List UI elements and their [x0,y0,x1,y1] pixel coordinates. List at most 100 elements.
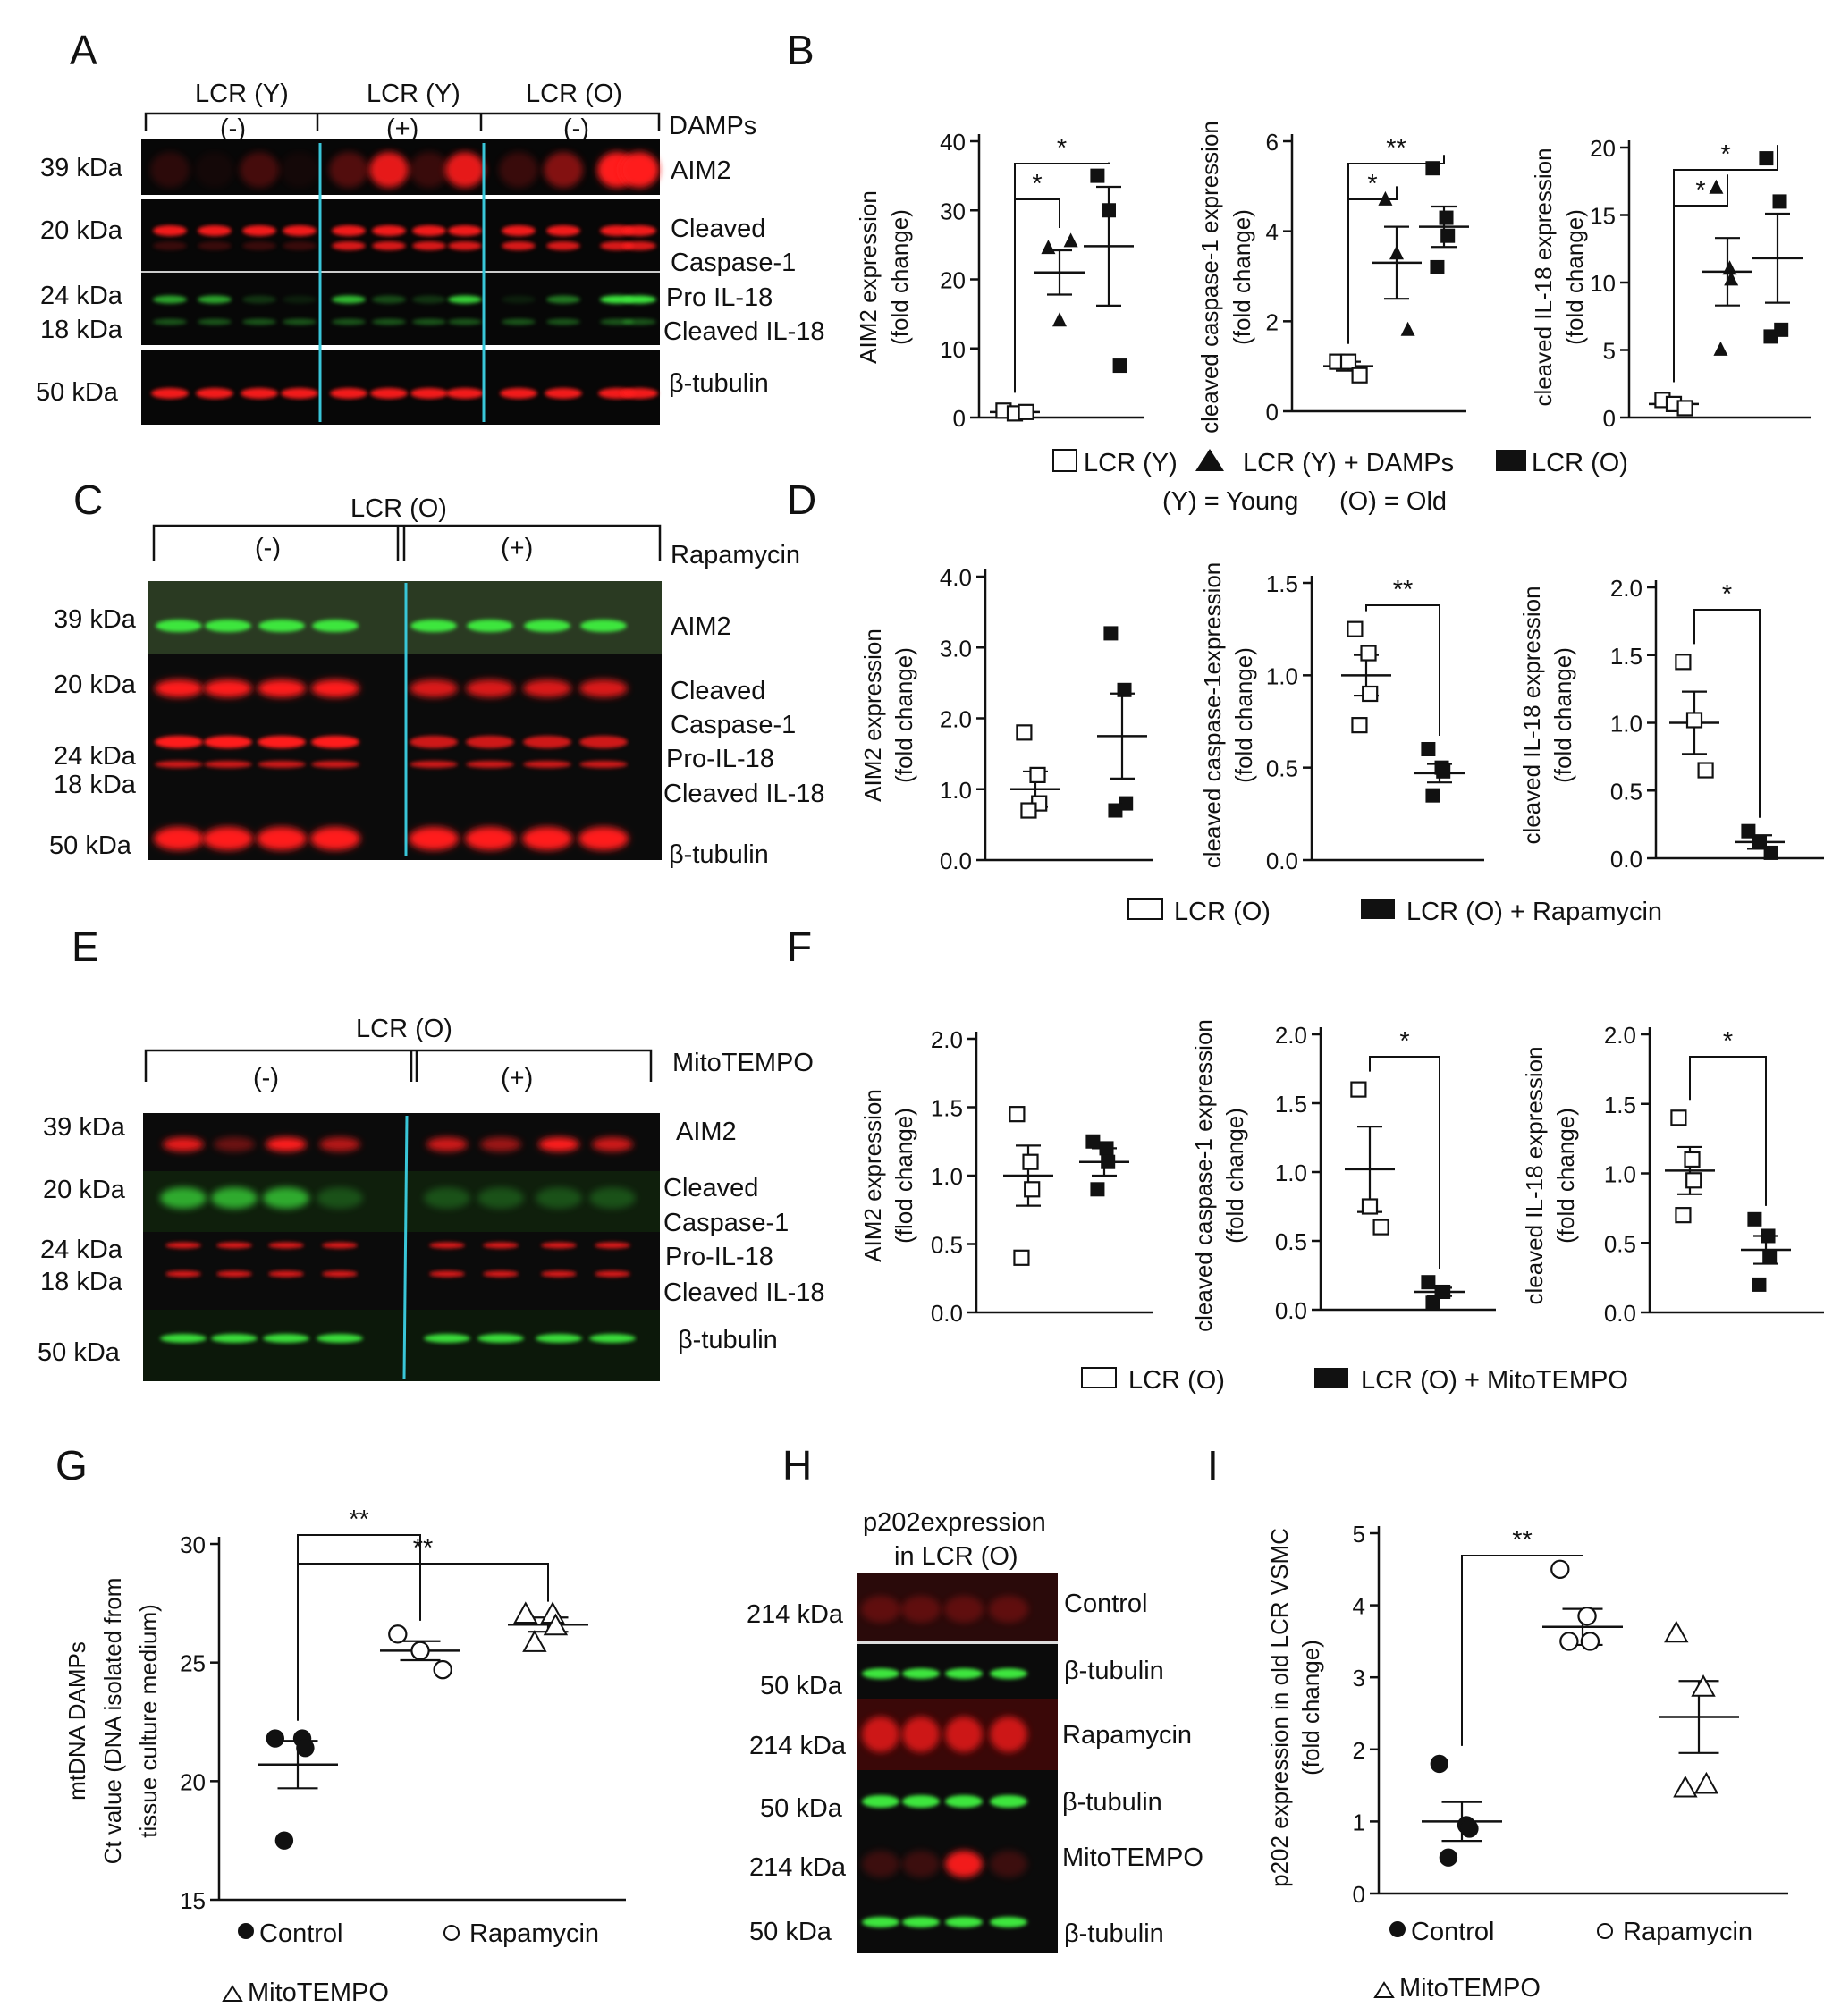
legend-i: Control Rapamycin MitoTEMPO [1373,1918,1752,2003]
y-tick-label: 1.5 [1610,643,1642,670]
significance-stars: * [1032,170,1042,198]
data-point [1430,259,1445,274]
data-point [1691,1674,1716,1697]
y-tick-label: 4 [1266,219,1279,246]
blot-h-kda-6: 50 kDa [749,1918,832,1946]
group-1 [1542,1559,1623,1651]
y-tick-label: 3.0 [940,635,972,662]
blot-h-kda-1: 214 kDa [747,1600,844,1629]
data-point [1697,762,1714,779]
significance-stars: ** [1512,1526,1533,1555]
data-point [1020,802,1037,819]
y-tick-label: 2.0 [1275,1022,1307,1049]
data-point [1436,763,1451,779]
y-tick-label: 0 [953,405,966,432]
blot-e: LCR (O) (-) (+) MitoTEMPO 39 kDa 20 kDa … [38,1015,825,1381]
data-point [1713,341,1728,356]
y-tick-label: 15 [1590,203,1616,230]
blot-h-kda-3: 214 kDa [749,1732,847,1760]
significance-stars: * [1399,1027,1409,1056]
group-0 [1341,620,1391,734]
data-point [1421,1275,1436,1290]
legend-d-item-1: LCR (O) [1174,898,1271,926]
y-tick-label: 0.0 [1275,1297,1307,1324]
group-1 [1079,1134,1129,1197]
blot-h-protein-3: Rapamycin [1062,1721,1192,1750]
data-point [1722,260,1737,275]
significance-bracket [1693,609,1761,818]
y-tick-label: 6 [1266,129,1279,156]
blot-c-protein-pro-il18: Pro-IL-18 [666,745,774,773]
group-0 [1422,1754,1502,1867]
chart-d2: 0.0 0.5 1.0 1.5 cleaved caspase-1expression(… [1199,562,1484,874]
group-2 [508,1601,588,1652]
blot-c-protein-cleaved-il18: Cleaved IL-18 [663,780,825,808]
blot-a-condition: DAMPs [669,112,756,140]
data-point [1022,1153,1039,1170]
data-point [1439,1848,1458,1867]
y-tick-label: 1.5 [1604,1092,1636,1118]
chart-i: 0 1 2 3 4 5 p202 expression in old LCR VSMC (fo… [1266,1521,1788,1908]
group-2 [1659,1620,1739,1798]
blot-e-group: LCR (O) [356,1015,452,1043]
legend-d: LCR (O) LCR (O) + Rapamycin [1127,898,1662,926]
significance-bracket [1673,145,1778,383]
data-point [1580,1632,1600,1651]
data-point [1685,712,1703,729]
blot-a-group-1: LCR (Y) [195,80,289,108]
legend-b-item-3: LCR (O) [1532,449,1628,477]
data-point [266,1729,284,1748]
data-point [1685,1172,1702,1189]
blot-a-protein-cleaved: Cleaved [671,215,765,243]
data-point [1389,245,1404,260]
y-axis-label: (fold change) [1552,1108,1579,1244]
data-point [1425,788,1440,803]
blot-e-kda-20: 20 kDa [43,1176,126,1204]
data-point [1347,620,1364,637]
data-point [1670,1109,1687,1126]
significance-stars: * [1722,580,1732,609]
blot-a: LCR (Y) LCR (Y) LCR (O) (-) (+) (-) DAMP… [36,80,825,425]
blot-e-kda-18: 18 kDa [40,1268,123,1296]
blot-a-treatment-2: (+) [386,114,418,143]
group-0 [1003,1106,1053,1266]
blot-h: p202expression in LCR (O) 214 kDa 50 kDa… [747,1508,1203,1953]
data-point [1425,1295,1440,1311]
panel-label-h: H [782,1442,812,1489]
data-point [1762,1249,1778,1264]
blot-c-treatment-1: (-) [255,534,281,562]
data-point [1761,1228,1776,1244]
y-tick-label: 5 [1353,1521,1365,1548]
data-point [1009,1106,1026,1123]
chart-b3: 0 5 10 15 20 cleaved IL-18 expression (fold ch… [1530,135,1811,432]
data-point [1684,1151,1701,1168]
data-point [1763,329,1778,344]
data-point [1360,645,1377,662]
chart-f3: 0.0 0.5 1.0 1.5 2.0 cleaved IL-18 expression(… [1521,1022,1824,1327]
group-0 [1665,1109,1715,1224]
significance-stars: * [1723,1027,1733,1056]
legend-g-item-3: MitoTEMPO [248,1978,389,2007]
panel-label-b: B [787,27,815,73]
blot-a-group-3: LCR (O) [526,80,622,108]
blot-c-protein-caspase: Caspase-1 [671,711,796,739]
y-tick-label: 0 [1353,1881,1365,1908]
blot-a-treatment-1: (-) [220,114,246,143]
blot-e-kda-50: 50 kDa [38,1338,121,1367]
blot-e-protein-cleaved: Cleaved [663,1174,758,1202]
data-point [1090,168,1105,183]
y-tick-label: 1.0 [1610,711,1642,738]
group-1 [1034,232,1085,327]
group-2 [1084,168,1134,374]
blot-a-protein-cleaved-il18: Cleaved IL-18 [663,317,825,346]
legend-b-note-2: (O) = Old [1339,487,1447,516]
legend-i-item-1: Control [1411,1918,1495,1946]
data-point [1117,682,1132,697]
blot-c-kda-39: 39 kDa [54,605,137,634]
group-2 [1419,161,1469,274]
y-axis-label: AIM2 expression [859,628,886,802]
data-point [1029,766,1046,784]
group-1 [380,1624,460,1680]
